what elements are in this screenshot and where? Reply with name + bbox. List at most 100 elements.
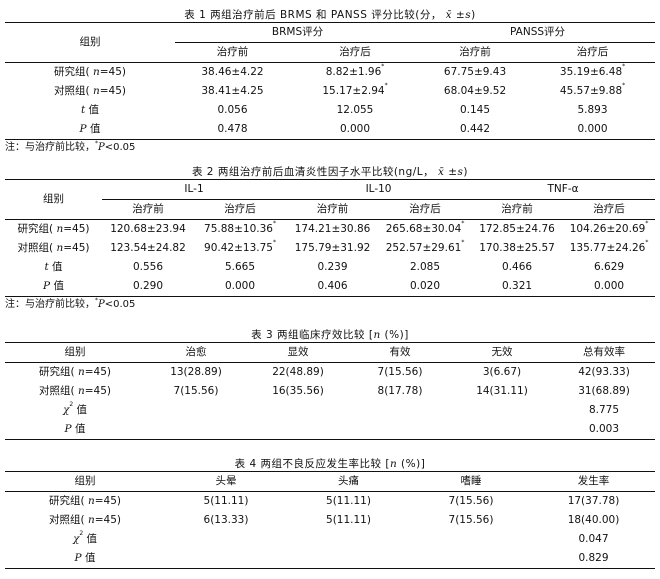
text-segment: x̄ (445, 9, 453, 21)
text-segment: s (465, 9, 472, 21)
table-cell: 45.57±9.88* (530, 82, 655, 101)
text-segment: =45) (63, 223, 90, 235)
table-note: 注：与治疗前比较，*P<0.05 (5, 297, 655, 313)
text-segment: 对照组( (54, 85, 93, 97)
data-table: 组别 治愈 显效 有效 无效 总有效率 研究组( n=45) 13(28.89) 22(48.8… (5, 342, 655, 440)
significance-mark: * (384, 82, 388, 89)
text-segment: =45) (84, 385, 111, 397)
significance-mark: * (272, 239, 276, 246)
cell-value: 7(15.56) (173, 385, 219, 397)
text-segment: 表 3 两组临床疗效比较 [ (251, 329, 374, 341)
text-segment: <0.05 (104, 299, 136, 310)
text-segment: P (74, 552, 82, 564)
table-row: P 值 0.290 0.000 0.406 0.020 0.321 0.000 (5, 277, 656, 297)
cell-value: 0.442 (459, 123, 491, 135)
table-row: χ2 值 0.047 (5, 530, 655, 549)
text-segment: =45) (94, 495, 121, 507)
cell-value: 18(40.00) (567, 514, 620, 526)
table-cell: 75.88±10.36* (194, 220, 286, 240)
table-cell: 17(37.78) (532, 492, 655, 512)
text-segment: ) (471, 9, 476, 21)
header-group: IL-10 (286, 179, 472, 200)
table-cell: 38.41±4.25 (175, 82, 290, 101)
table-cell: 13(28.89) (145, 363, 247, 383)
table-cell: 170.38±25.57 (471, 239, 563, 258)
cell-value: 42(93.33) (578, 366, 630, 378)
cell-value: 17(37.78) (567, 495, 620, 507)
row-label: χ2 值 (5, 530, 165, 549)
cell-value: 0.290 (132, 280, 164, 292)
column-header: 嗜睡 (410, 471, 532, 492)
column-header: 治疗后 (290, 42, 421, 63)
text-segment: 值 (85, 104, 100, 116)
cell-value: 67.75±9.43 (443, 66, 507, 78)
table-cell: 0.000 (290, 120, 421, 140)
column-header: 总有效率 (553, 342, 655, 363)
significance-mark: * (381, 63, 385, 70)
row-label: P 值 (5, 277, 102, 297)
table-cell: 135.77±24.26* (563, 239, 655, 258)
column-header: 治疗后 (379, 199, 472, 220)
row-label: 对照组( n=45) (5, 239, 102, 258)
table-cell: 0.145 (420, 101, 530, 120)
text-segment: P (79, 123, 87, 135)
table-cell (451, 401, 553, 420)
table-cell (145, 401, 247, 420)
table-cell: 0.000 (194, 277, 287, 297)
column-header: 治疗前 (286, 199, 380, 220)
column-header: 发生率 (532, 471, 655, 492)
table-row: 研究组( n=45) 13(28.89) 22(48.89) 7(15.56) 3(6.… (5, 363, 655, 383)
table-row: 对照组( n=45) 123.54±24.82 90.42±13.75* 175.79… (5, 239, 655, 258)
cell-value: 0.829 (578, 552, 609, 564)
text-segment: <0.05 (104, 142, 136, 153)
text-segment: 研究组( (17, 223, 57, 235)
group-header: 组别 (5, 471, 165, 492)
table-cell: 0.406 (286, 277, 380, 297)
text-segment: n (373, 329, 381, 341)
data-table: 组别 IL-1 IL-10 TNF-α 治疗前 治疗后 治疗前 治疗后 治疗前 治疗后 研究组( n… (5, 179, 656, 297)
header-group: BRMS评分 (175, 22, 421, 43)
text-segment: t (80, 104, 86, 116)
header-row: 组别 治愈 显效 有效 无效 总有效率 (5, 342, 655, 363)
table-row: P 值 0.003 (5, 420, 655, 440)
cell-value: 12.055 (336, 104, 374, 116)
table-cell: 12.055 (290, 101, 420, 120)
text-segment: n (389, 458, 398, 470)
cell-value: 0.020 (409, 280, 441, 292)
cell-value: 0.000 (224, 280, 256, 292)
text-segment: * (95, 297, 98, 304)
column-header: 治疗后 (194, 199, 287, 220)
text-segment: s (457, 166, 464, 178)
table-row: t 值 0.056 12.055 0.145 5.893 (5, 101, 655, 120)
significance-mark: * (645, 239, 649, 246)
data-table: 组别 头晕 头痛 嗜睡 发生率 研究组( n=45) 5(11.11) 5(11.11) 7(1… (5, 471, 655, 569)
cell-value: 5.893 (577, 104, 608, 116)
table-cell: 0.321 (471, 277, 564, 297)
cell-value: 75.88±10.36 (204, 223, 273, 235)
group-header: 组别 (5, 342, 145, 363)
table-cell (451, 420, 553, 440)
table-title: 表 3 两组临床疗效比较 [n (%)] (5, 328, 655, 342)
significance-mark: * (272, 220, 276, 227)
table-cell: 14(31.11) (451, 382, 553, 401)
data-table: 组别 BRMS评分 PANSS评分 治疗前 治疗后 治疗前 治疗后 研究组( n=45) 38.… (5, 22, 656, 140)
text-segment: 对照组( (49, 514, 88, 526)
cell-value: 22(48.89) (272, 366, 324, 378)
table-cell: 31(68.89) (553, 382, 655, 401)
cell-value: 265.68±30.04 (385, 223, 462, 235)
header-group: PANSS评分 (420, 22, 656, 43)
text-segment: n (77, 385, 85, 397)
table-cell (287, 549, 410, 569)
column-header: 无效 (451, 342, 553, 363)
table-cell: 38.46±4.22 (175, 63, 290, 83)
cell-value: 5(11.11) (203, 495, 249, 507)
header-row: 组别 IL-1 IL-10 TNF-α (5, 179, 656, 220)
cell-value: 0.145 (459, 104, 491, 116)
text-segment: x̄ (437, 166, 445, 178)
text-segment: P (64, 423, 72, 435)
group-header: 组别 (5, 22, 175, 63)
table-row: χ2 值 8.775 (5, 401, 655, 420)
table-cell: 175.79±31.92 (286, 239, 379, 258)
column-header: 显效 (247, 342, 349, 363)
text-segment: P (43, 280, 51, 292)
